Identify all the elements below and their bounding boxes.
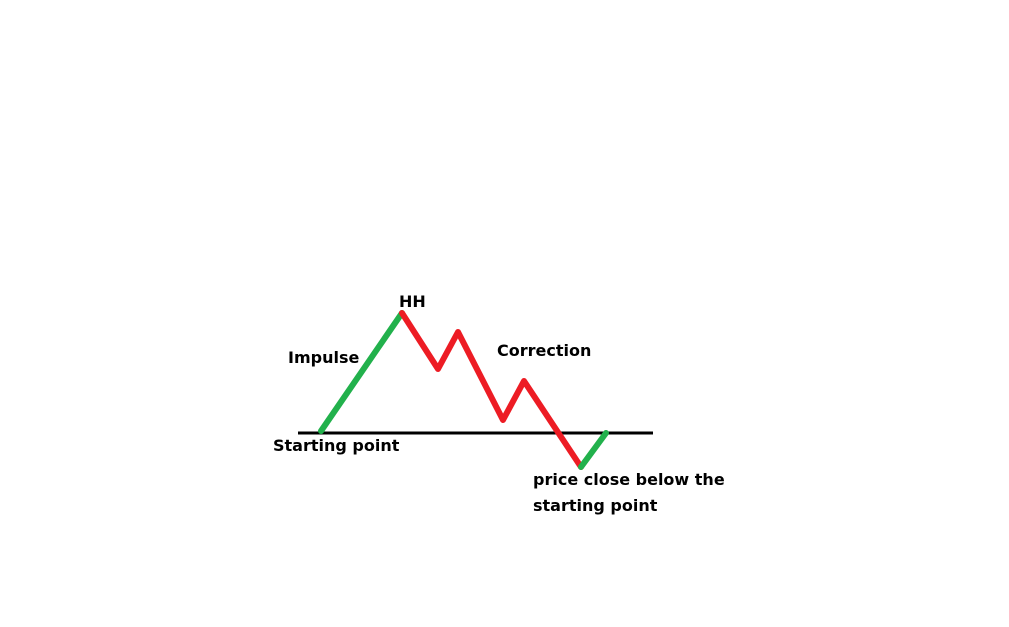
higher-high-label: HH bbox=[399, 292, 426, 311]
reversal-leg bbox=[578, 430, 609, 470]
starting-point-label: Starting point bbox=[273, 436, 400, 455]
impulse-label: Impulse bbox=[288, 348, 360, 367]
close-below-label: price close below the starting point bbox=[533, 467, 725, 519]
correction-leg bbox=[399, 310, 584, 470]
close-below-label-line1: price close below the bbox=[533, 470, 725, 489]
correction-label: Correction bbox=[497, 341, 592, 360]
close-below-label-line2: starting point bbox=[533, 496, 658, 515]
impulse-leg bbox=[318, 310, 405, 434]
